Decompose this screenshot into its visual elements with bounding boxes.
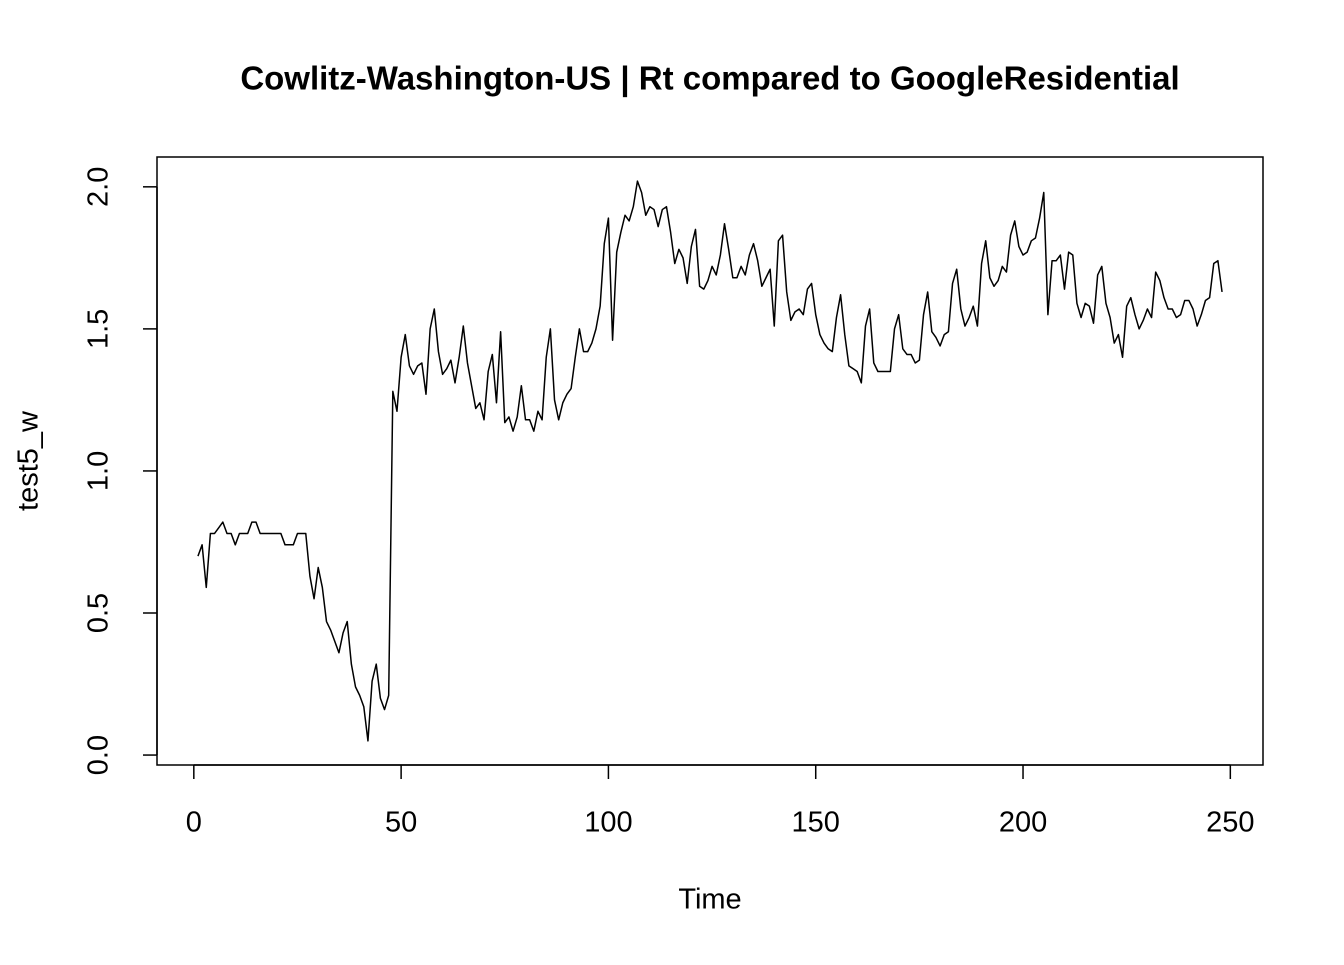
y-tick-label: 1.5 — [83, 309, 115, 349]
y-tick-label: 2.0 — [83, 167, 115, 207]
x-tick-label: 50 — [385, 807, 417, 839]
x-tick-label: 200 — [999, 807, 1047, 839]
chart-title: Cowlitz-Washington-US | Rt compared to G… — [240, 60, 1179, 97]
y-axis-label: test5_w — [13, 410, 45, 511]
x-tick-label: 250 — [1206, 807, 1254, 839]
y-tick-label: 0.5 — [83, 593, 115, 633]
y-tick-label: 0.0 — [83, 735, 115, 775]
x-axis-label: Time — [678, 884, 741, 916]
x-tick-label: 150 — [792, 807, 840, 839]
x-tick-label: 100 — [584, 807, 632, 839]
y-tick-label: 1.0 — [83, 451, 115, 491]
x-tick-label: 0 — [186, 807, 202, 839]
series-line — [197, 180, 1223, 742]
plot-box — [156, 156, 1264, 766]
